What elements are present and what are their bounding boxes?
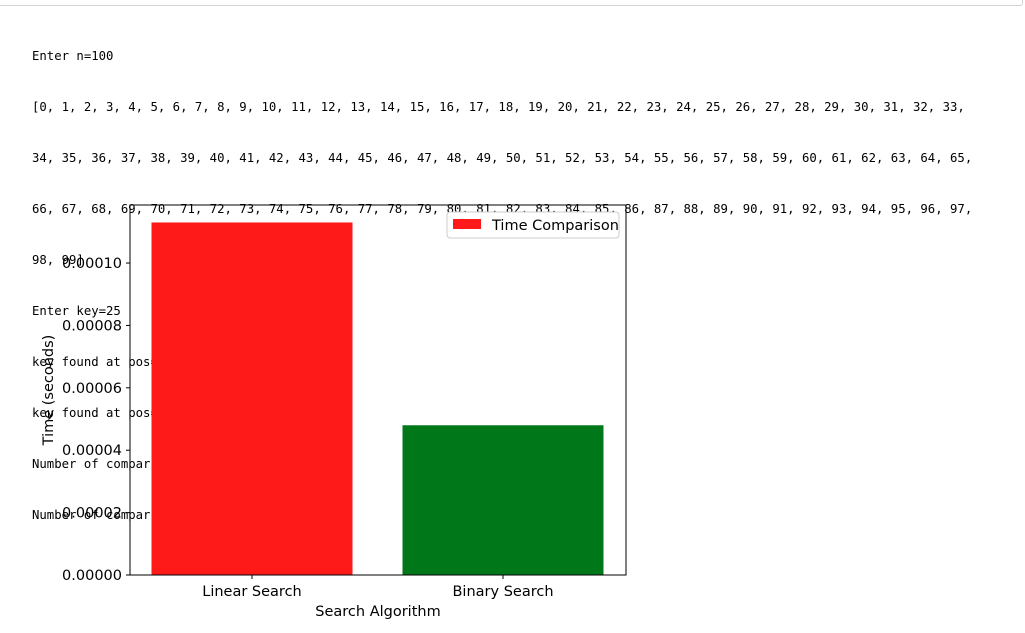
x-tick-label: Linear Search xyxy=(202,584,302,600)
legend-label: Time Comparison xyxy=(491,218,619,234)
output-line: 34, 35, 36, 37, 38, 39, 40, 41, 42, 43, … xyxy=(32,151,973,165)
y-tick-label: 0.00010 xyxy=(62,256,122,272)
previous-cell-border xyxy=(0,0,1023,6)
y-axis-ticks: 0.00000 0.00002 0.00004 0.00006 0.00008 0.000… xyxy=(62,256,130,584)
output-line: Enter n=100 xyxy=(32,49,114,63)
legend-swatch xyxy=(453,219,481,229)
chart-legend: Time Comparison xyxy=(446,211,620,239)
bars-layer xyxy=(151,222,604,575)
legend-box xyxy=(446,211,620,239)
bar-binary-search xyxy=(402,425,604,575)
output-line: Enter key=25 xyxy=(32,304,121,318)
plot-frame xyxy=(129,204,627,576)
y-tick-label: 0.00008 xyxy=(62,318,122,334)
output-line: 98, 99] xyxy=(32,253,84,267)
y-tick-label: 0.00006 xyxy=(62,381,122,397)
y-tick-label: 0.00000 xyxy=(62,568,122,584)
x-tick-label: Binary Search xyxy=(452,584,553,600)
time-comparison-bar-chart: 0.00000 0.00002 0.00004 0.00006 0.00008 0.000… xyxy=(41,204,627,620)
x-axis-label: Search Algorithm xyxy=(315,604,440,620)
y-tick-label: 0.00002 xyxy=(62,506,122,522)
y-tick-label: 0.00004 xyxy=(62,443,122,459)
x-axis-ticks: Linear Search Binary Search xyxy=(202,575,554,600)
bar-linear-search xyxy=(151,222,353,575)
y-axis-label: Time (seconds) xyxy=(41,335,57,447)
output-line: [0, 1, 2, 3, 4, 5, 6, 7, 8, 9, 10, 11, 1… xyxy=(32,100,965,114)
